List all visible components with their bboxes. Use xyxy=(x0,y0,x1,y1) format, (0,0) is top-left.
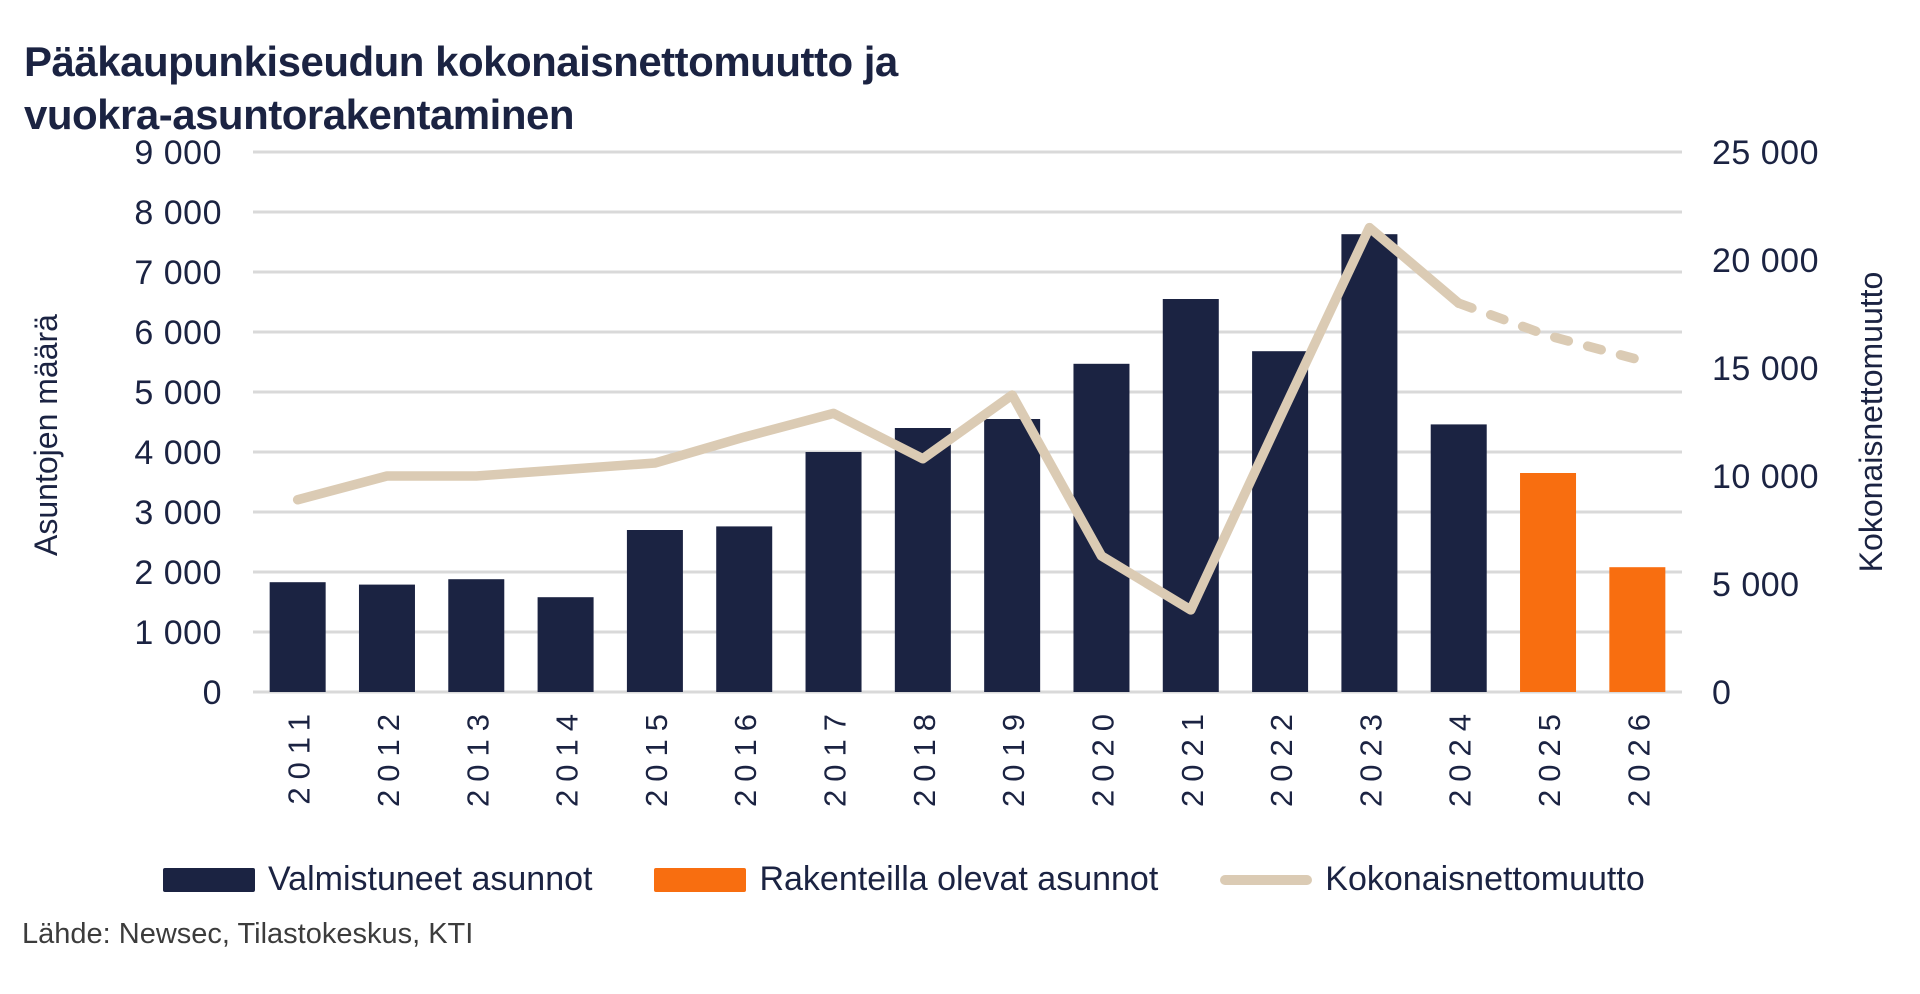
net-migration-line-forecast-dashed xyxy=(1453,298,1643,365)
left-axis-tick: 3 000 xyxy=(134,494,222,532)
bar-valmistuneet-asunnot-2017 xyxy=(805,452,862,692)
x-axis-year-label: 2012 xyxy=(371,706,406,807)
bar-valmistuneet-asunnot-2018 xyxy=(894,428,951,692)
bar-rakenteilla-olevat-asunnot-2025 xyxy=(1520,473,1577,692)
bar-valmistuneet-asunnot-2023 xyxy=(1341,234,1398,692)
bar-valmistuneet-asunnot-2011 xyxy=(269,582,326,692)
net-migration-line-solid xyxy=(292,222,1464,615)
left-axis-tick: 2 000 xyxy=(134,554,222,592)
right-axis-title: Kokonaisnettomuutto xyxy=(1853,272,1889,573)
x-axis-year-label: 2022 xyxy=(1264,706,1299,807)
right-axis-tick: 25 000 xyxy=(1712,134,1819,172)
bar-valmistuneet-asunnot-2013 xyxy=(448,579,505,692)
legend-swatch-navy-bar xyxy=(163,867,255,892)
x-axis-year-label: 2023 xyxy=(1353,706,1388,807)
x-axis-year-label: 2013 xyxy=(460,706,495,807)
bar-valmistuneet-asunnot-2014 xyxy=(537,597,594,692)
bar-valmistuneet-asunnot-2021 xyxy=(1162,299,1219,692)
bar-valmistuneet-asunnot-2019 xyxy=(984,419,1041,692)
x-axis-year-label: 2019 xyxy=(996,706,1031,807)
x-axis-year-label: 2024 xyxy=(1443,706,1478,807)
chart-title: Pääkaupunkiseudun kokonaisnettomuutto ja… xyxy=(24,36,898,141)
bar-valmistuneet-asunnot-2022 xyxy=(1252,351,1309,692)
x-axis-year-label: 2015 xyxy=(639,706,674,807)
x-axis-year-label: 2021 xyxy=(1175,706,1210,807)
legend-swatch-orange-bar xyxy=(654,867,747,892)
x-axis-year-label: 2011 xyxy=(282,706,317,805)
chart-title-line2: vuokra-asuntorakentaminen xyxy=(24,90,574,138)
bar-valmistuneet-asunnot-2016 xyxy=(716,526,773,692)
legend-item-kokonaisnettomuutto: Kokonaisnettomuutto xyxy=(1220,860,1645,899)
x-axis-year-label: 2026 xyxy=(1621,706,1656,807)
right-axis-tick: 15 000 xyxy=(1712,350,1819,388)
legend-item-rakenteilla-olevat-asunnot: Rakenteilla olevat asunnot xyxy=(654,860,1158,899)
left-axis-tick: 5 000 xyxy=(134,374,222,412)
legend-label-valmistuneet-asunnot: Valmistuneet asunnot xyxy=(268,860,593,898)
bar-valmistuneet-asunnot-2012 xyxy=(358,584,415,692)
x-axis-year-label: 2016 xyxy=(728,706,763,807)
legend-label-kokonaisnettomuutto: Kokonaisnettomuutto xyxy=(1325,860,1645,898)
bar-valmistuneet-asunnot-2024 xyxy=(1430,424,1487,692)
right-axis-tick: 10 000 xyxy=(1712,458,1819,496)
right-axis-tick: 0 xyxy=(1712,674,1731,712)
x-axis-year-label: 2020 xyxy=(1085,706,1120,807)
x-axis-year-label: 2018 xyxy=(907,706,942,807)
left-axis-tick: 7 000 xyxy=(134,254,222,292)
right-axis-tick: 20 000 xyxy=(1712,242,1819,280)
x-axis-year-label: 2017 xyxy=(818,706,853,807)
left-axis-tick: 6 000 xyxy=(134,314,222,352)
x-axis-year-label: 2025 xyxy=(1532,706,1567,807)
x-axis-year-label: 2014 xyxy=(550,706,585,807)
left-axis-tick: 4 000 xyxy=(134,434,222,472)
source-note: Lähde: Newsec, Tilastokeskus, KTI xyxy=(22,918,474,950)
bar-valmistuneet-asunnot-2015 xyxy=(626,530,683,692)
legend: Valmistuneet asunnot Rakenteilla olevat … xyxy=(163,860,1645,899)
left-axis-tick: 1 000 xyxy=(134,614,222,652)
legend-item-valmistuneet-asunnot: Valmistuneet asunnot xyxy=(163,860,592,899)
left-axis-tick: 0 xyxy=(203,674,222,712)
legend-label-rakenteilla-olevat-asunnot: Rakenteilla olevat asunnot xyxy=(759,860,1159,898)
legend-swatch-beige-line xyxy=(1220,874,1313,885)
right-axis-tick: 5 000 xyxy=(1712,566,1800,604)
chart-title-line1: Pääkaupunkiseudun kokonaisnettomuutto ja xyxy=(24,38,898,86)
bar-rakenteilla-olevat-asunnot-2026 xyxy=(1609,567,1666,692)
left-axis-tick: 9 000 xyxy=(134,134,222,172)
left-axis-title: Asuntojen määrä xyxy=(28,314,64,556)
left-axis-tick: 8 000 xyxy=(134,194,222,232)
